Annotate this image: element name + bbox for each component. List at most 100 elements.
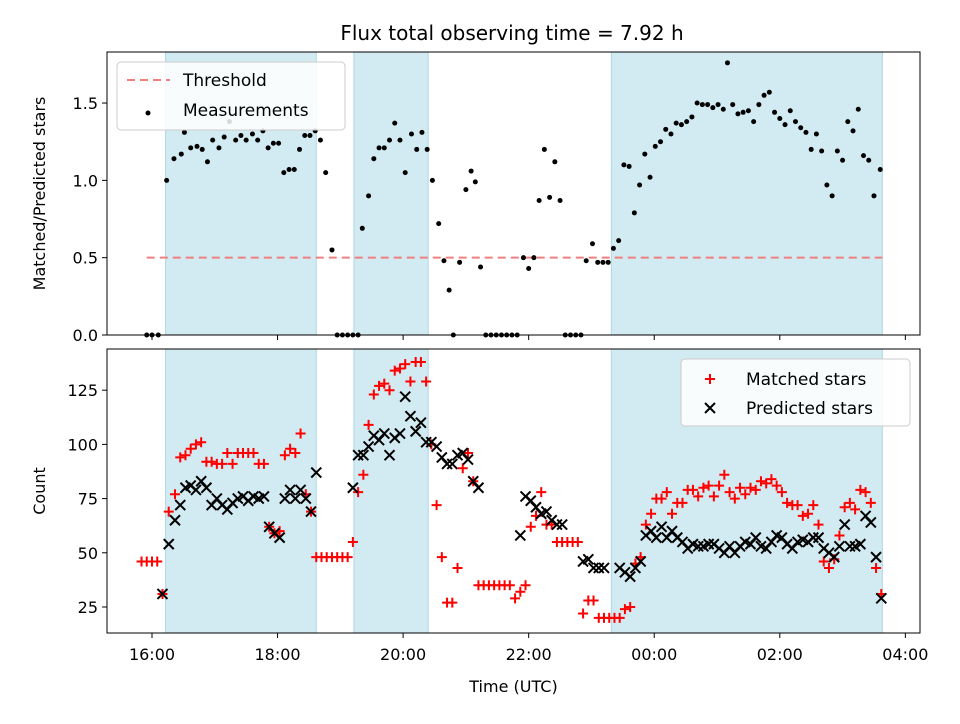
measurement-point xyxy=(600,259,606,265)
measurement-point xyxy=(877,167,883,173)
predicted-point xyxy=(357,449,370,461)
measurement-point xyxy=(381,145,387,151)
matched-point xyxy=(677,497,688,508)
matched-point xyxy=(735,482,746,493)
matched-point xyxy=(394,363,405,374)
measurement-point xyxy=(366,193,372,199)
matched-point xyxy=(436,552,447,563)
measurement-point xyxy=(694,100,700,106)
measurement-point xyxy=(626,163,632,169)
measurement-point xyxy=(631,210,637,216)
x-tick-label: 00:00 xyxy=(631,645,677,664)
predicted-point xyxy=(190,484,202,496)
predicted-point xyxy=(279,492,291,505)
y-axis-label: Matched/Predicted stars xyxy=(30,97,49,291)
matched-point xyxy=(510,593,521,604)
matched-point xyxy=(855,484,866,495)
matched-point xyxy=(708,491,719,502)
measurement-point xyxy=(323,170,329,176)
predicted-point xyxy=(300,492,312,505)
matched-point xyxy=(536,487,547,498)
measurement-point xyxy=(871,193,877,199)
measurement-point xyxy=(557,197,563,203)
measurement-point xyxy=(658,139,664,145)
legend-measurements-label: Measurements xyxy=(183,101,309,121)
measurement-point xyxy=(855,106,861,112)
y-axis-label: Count xyxy=(30,467,49,515)
predicted-point xyxy=(441,458,453,470)
predicted-point xyxy=(305,505,317,518)
predicted-point xyxy=(310,466,322,479)
y-tick-label: 100 xyxy=(67,435,98,454)
matched-point xyxy=(290,448,301,459)
matched-point xyxy=(405,376,416,387)
matched-point xyxy=(389,365,400,376)
matched-point xyxy=(865,497,876,508)
measurement-point xyxy=(238,133,244,139)
matched-point xyxy=(457,463,468,474)
measurement-point xyxy=(376,145,382,151)
matched-point xyxy=(766,474,777,485)
x-tick-label: 20:00 xyxy=(380,645,426,664)
predicted-point xyxy=(284,484,296,496)
predicted-point xyxy=(446,458,458,470)
predicted-point xyxy=(394,427,406,440)
matched-point xyxy=(808,500,819,511)
measurement-point xyxy=(265,145,271,151)
matched-point xyxy=(761,478,772,489)
measurement-point xyxy=(397,137,403,143)
matched-point xyxy=(447,597,458,608)
measurement-point xyxy=(547,194,553,200)
legend-predicted-label: Predicted stars xyxy=(746,399,873,419)
measurement-point xyxy=(621,162,627,168)
predicted-point xyxy=(163,538,175,550)
predicted-point xyxy=(807,531,819,544)
predicted-point xyxy=(378,427,390,440)
measurement-point xyxy=(610,245,616,251)
legend: Matched stars Predicted stars xyxy=(680,358,911,427)
predicted-point xyxy=(838,518,851,531)
measurement-point xyxy=(414,146,420,152)
measurement-point xyxy=(297,146,303,152)
matched-point xyxy=(452,562,463,573)
measurement-point xyxy=(699,102,705,108)
matched-point xyxy=(163,506,174,517)
measurement-point xyxy=(808,146,814,152)
measurement-point xyxy=(772,109,778,115)
matched-point xyxy=(803,508,814,519)
matched-point xyxy=(703,480,714,491)
predicted-point xyxy=(430,440,443,453)
series-predicted-stars xyxy=(156,390,887,605)
series-measurements xyxy=(144,60,883,338)
predicted-point xyxy=(174,499,186,511)
measurement-point xyxy=(834,148,840,154)
matched-point xyxy=(646,508,657,519)
measurement-point xyxy=(457,259,463,265)
measurement-point xyxy=(710,105,716,111)
matched-point xyxy=(248,448,259,459)
measurement-point xyxy=(531,255,537,261)
plot-frame xyxy=(106,348,921,634)
matched-point xyxy=(217,458,228,469)
matched-point xyxy=(431,500,442,511)
matched-point xyxy=(363,419,374,430)
matched-point xyxy=(170,489,181,500)
matched-point xyxy=(614,612,625,623)
y-tick-label: 125 xyxy=(67,381,98,400)
predicted-point xyxy=(551,518,563,531)
predicted-point xyxy=(692,540,704,552)
legend-box xyxy=(680,358,911,427)
measurement-point xyxy=(552,159,558,165)
predicted-point xyxy=(702,538,715,550)
matched-point xyxy=(782,497,793,508)
predicted-point xyxy=(294,484,307,496)
predicted-point xyxy=(258,490,270,503)
predicted-point xyxy=(634,555,647,568)
measurement-point xyxy=(766,89,772,95)
matched-point xyxy=(190,439,201,450)
predicted-point xyxy=(598,562,610,574)
measurement-point xyxy=(845,119,851,125)
matched-point xyxy=(206,456,217,467)
matched-point xyxy=(813,519,824,530)
measurement-point xyxy=(199,146,205,152)
